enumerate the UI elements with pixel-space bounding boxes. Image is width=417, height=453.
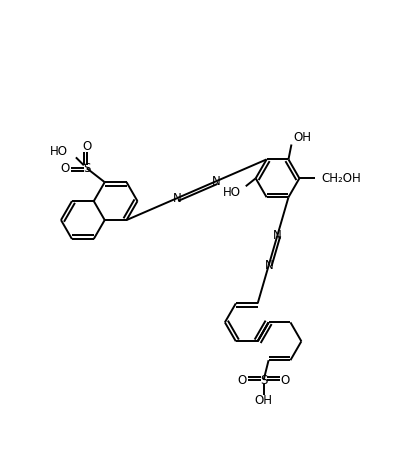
Text: S: S xyxy=(260,374,267,386)
Text: N: N xyxy=(212,175,221,188)
Text: O: O xyxy=(237,374,246,386)
Text: N: N xyxy=(264,259,273,272)
Text: N: N xyxy=(273,229,282,242)
Text: O: O xyxy=(60,162,70,175)
Text: S: S xyxy=(83,162,90,175)
Text: O: O xyxy=(281,374,290,386)
Text: N: N xyxy=(173,192,181,205)
Text: OH: OH xyxy=(294,131,311,144)
Text: CH₂OH: CH₂OH xyxy=(321,172,361,185)
Text: HO: HO xyxy=(223,186,241,199)
Text: HO: HO xyxy=(50,145,68,158)
Text: OH: OH xyxy=(255,395,273,407)
Text: O: O xyxy=(82,140,91,153)
